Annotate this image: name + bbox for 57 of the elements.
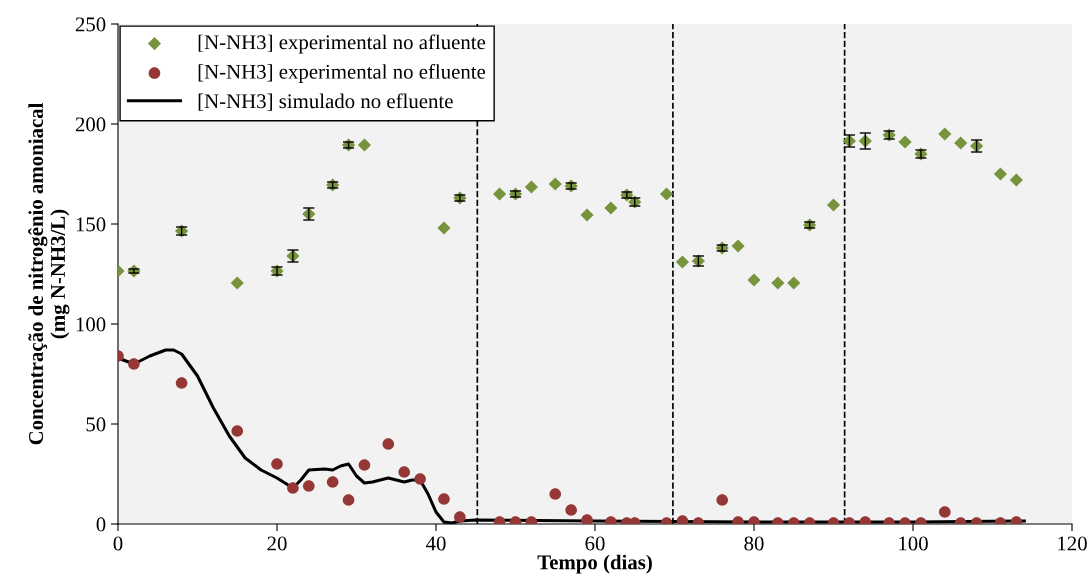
y-tick-label: 250 xyxy=(75,17,106,32)
point xyxy=(1009,173,1023,187)
point xyxy=(938,506,951,518)
x-tick-label: 0 xyxy=(113,536,123,551)
point xyxy=(581,514,593,524)
point xyxy=(771,276,785,290)
point xyxy=(993,167,1008,181)
point xyxy=(128,358,140,370)
x-tick-label: 20 xyxy=(267,536,287,551)
y-tick-label: 0 xyxy=(96,517,106,532)
point xyxy=(438,493,450,505)
x-tick-label: 60 xyxy=(585,536,605,551)
point xyxy=(302,480,315,492)
point xyxy=(898,135,912,149)
point xyxy=(954,136,968,150)
legend-label: [N-NH3] experimental no efluente xyxy=(198,63,486,84)
x-tick-label: 100 xyxy=(899,536,928,551)
y-tick-label: 50 xyxy=(86,417,106,432)
x-tick-label: 40 xyxy=(425,536,446,551)
point xyxy=(675,255,690,269)
point xyxy=(493,187,507,201)
point xyxy=(357,138,372,152)
point xyxy=(326,476,339,488)
point xyxy=(271,458,283,470)
point xyxy=(454,511,466,523)
point xyxy=(524,180,538,194)
point xyxy=(231,425,244,437)
point xyxy=(659,187,674,201)
y-tick-label: 200 xyxy=(75,117,106,132)
point xyxy=(716,494,729,506)
point xyxy=(342,494,355,506)
point xyxy=(548,177,562,191)
point xyxy=(565,504,577,516)
y-tick-label: 100 xyxy=(76,317,106,332)
x-tick-label: 120 xyxy=(1058,536,1087,551)
point xyxy=(175,377,188,389)
y-axis-title: Concentração de nitrogênio amoniacal (mg N-NH3/L) xyxy=(28,102,70,445)
point xyxy=(287,482,299,494)
point xyxy=(414,473,426,485)
point xyxy=(549,488,562,500)
point xyxy=(580,208,594,222)
point xyxy=(604,201,618,215)
legend-label: [N-NH3] simulado no efluente xyxy=(198,93,453,111)
point xyxy=(731,239,745,253)
point xyxy=(826,198,841,212)
point xyxy=(230,276,244,290)
point xyxy=(747,273,761,287)
point xyxy=(787,276,801,290)
x-axis-title: Tempo (dias) xyxy=(537,554,652,574)
point xyxy=(382,438,395,450)
point xyxy=(938,127,952,141)
legend-label: [N-NH3] experimental no afluente xyxy=(198,34,486,54)
y-tick-label: 150 xyxy=(76,217,106,232)
point xyxy=(437,221,451,235)
x-tick-label: 80 xyxy=(744,536,764,551)
point xyxy=(398,466,411,478)
point xyxy=(358,459,371,471)
